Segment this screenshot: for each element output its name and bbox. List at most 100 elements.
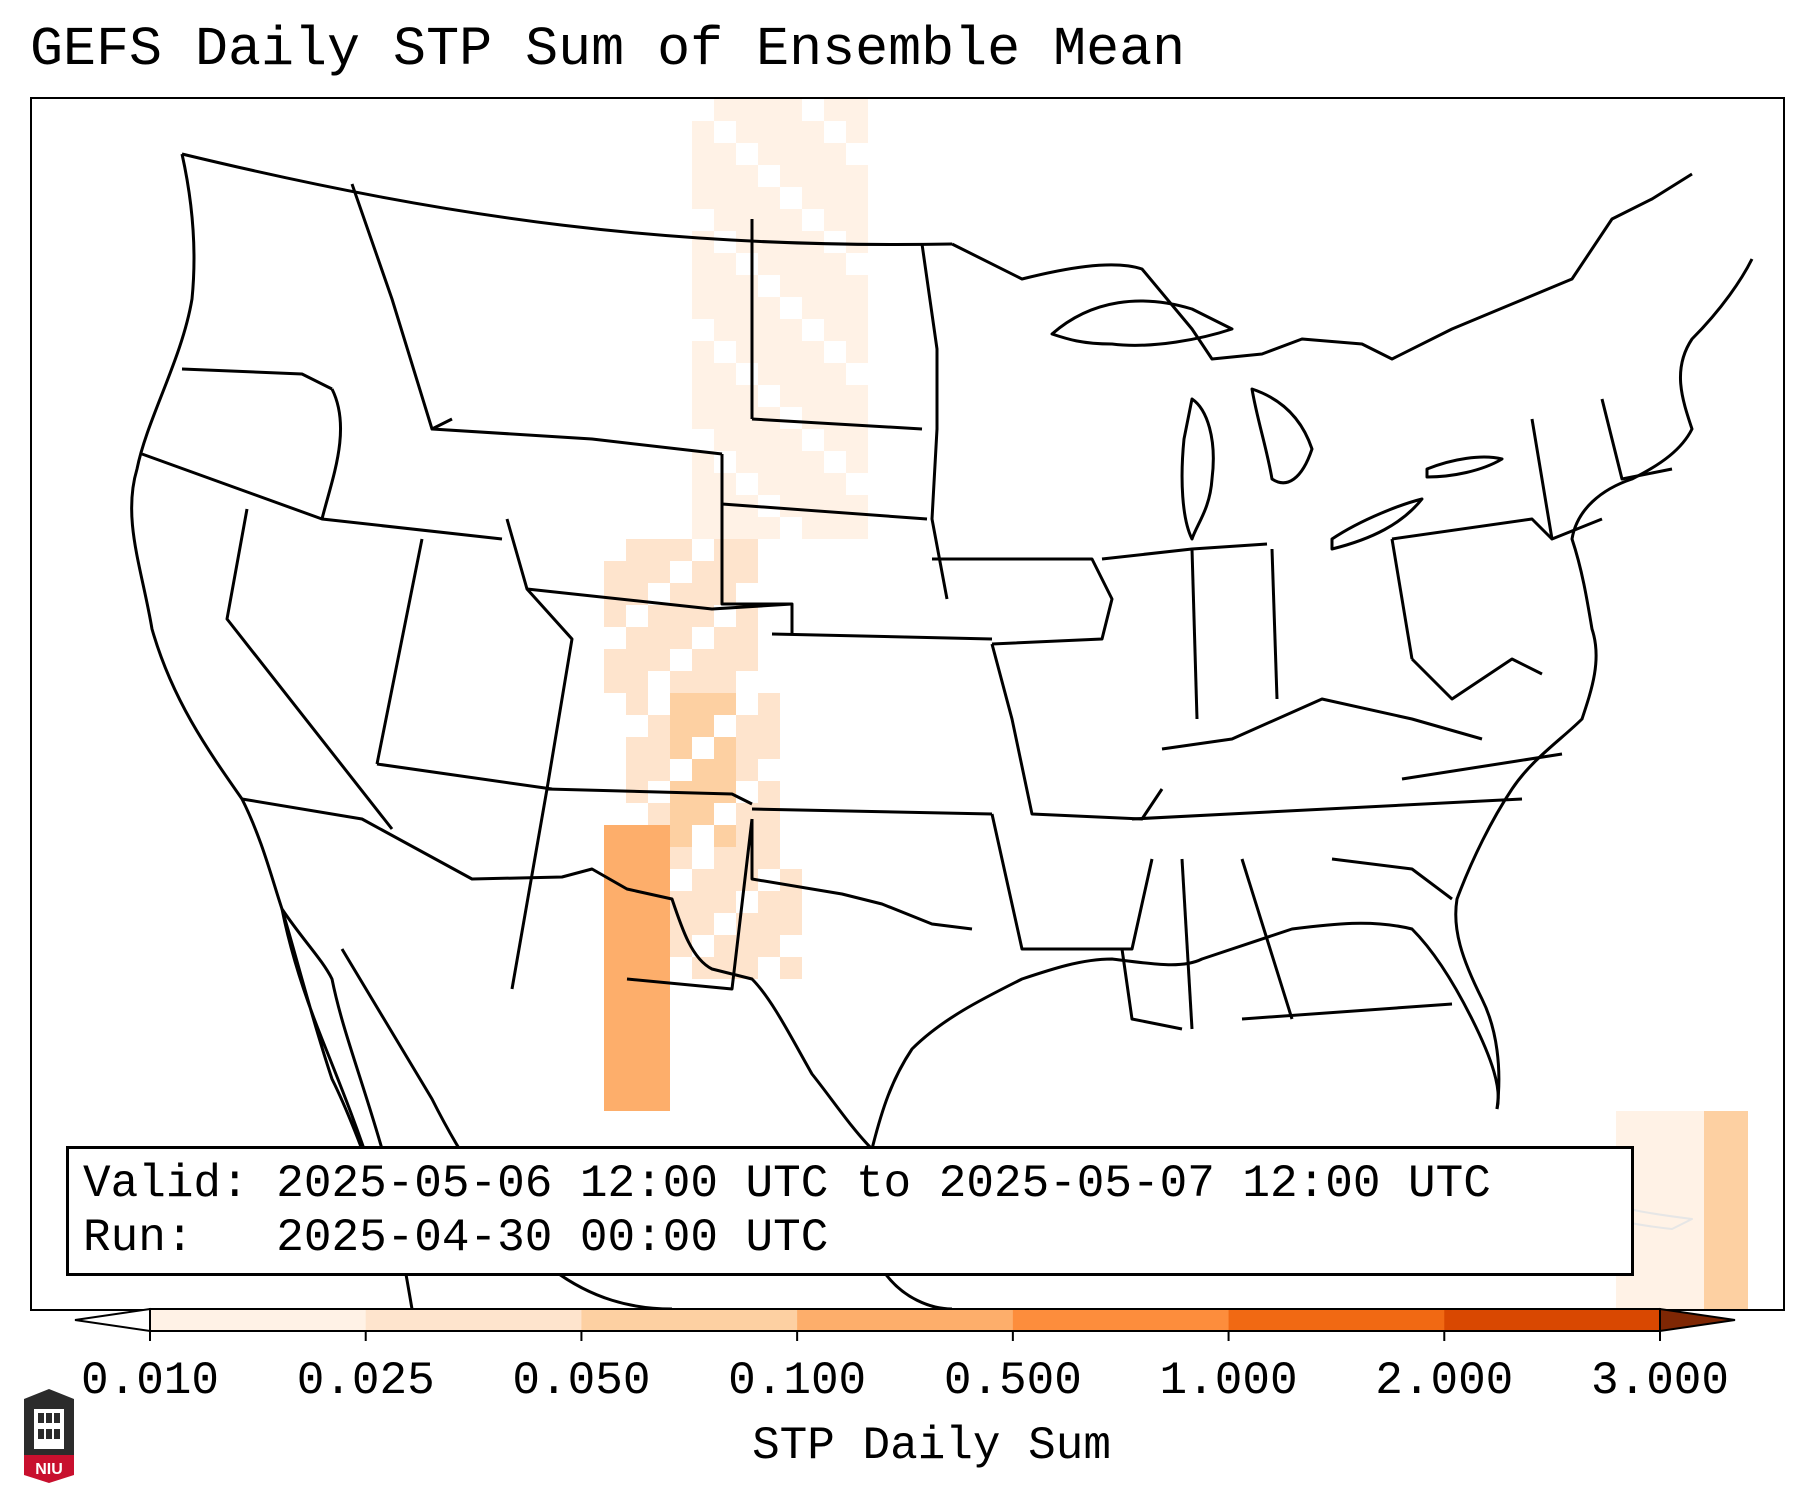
state-line-ar — [990, 813, 1154, 951]
stp-cell — [736, 759, 758, 781]
stp-cell — [736, 341, 758, 363]
stp-cell — [714, 693, 736, 715]
stp-cell — [714, 319, 736, 341]
stp-cell — [780, 275, 802, 297]
us-mexico-border — [241, 797, 874, 1151]
colorbar-segment — [1228, 1309, 1445, 1331]
stp-cell — [714, 869, 736, 891]
stp-cell — [648, 759, 670, 781]
stp-cell — [736, 935, 758, 957]
stp-cell — [648, 627, 670, 649]
stp-cell — [846, 495, 868, 517]
stp-cell — [604, 891, 626, 913]
stp-cell — [1660, 1111, 1682, 1133]
stp-cell — [736, 121, 758, 143]
stp-cell — [714, 891, 736, 913]
stp-cell — [802, 297, 824, 319]
stp-cell — [824, 363, 846, 385]
stp-cell — [1704, 1243, 1726, 1265]
colorbar-segment — [797, 1309, 1014, 1331]
stp-cell — [1704, 1177, 1726, 1199]
stp-cell — [758, 209, 780, 231]
state-line-id-mt — [350, 183, 453, 431]
stp-cell — [692, 407, 714, 429]
stp-cell — [670, 671, 692, 693]
stp-cell — [648, 715, 670, 737]
stp-cell — [692, 693, 714, 715]
stp-cell — [626, 759, 648, 781]
stp-cell — [780, 429, 802, 451]
state-line-ok-tx — [750, 819, 973, 931]
stp-cell — [758, 187, 780, 209]
stp-cell — [846, 297, 868, 319]
stp-cell — [1682, 1221, 1704, 1243]
stp-cell — [758, 407, 780, 429]
stp-cell — [714, 209, 736, 231]
stp-cell — [736, 319, 758, 341]
valid-run-info-box: Valid: 2025-05-06 12:00 UTC to 2025-05-0… — [66, 1146, 1634, 1276]
stp-cell — [846, 429, 868, 451]
lake-huron — [1250, 387, 1314, 485]
state-line-ne-ks — [771, 632, 993, 641]
stp-cell — [692, 495, 714, 517]
state-line-wv-va — [1410, 657, 1543, 701]
stp-cell — [758, 99, 780, 121]
stp-cell — [604, 1023, 626, 1045]
stp-cell — [1660, 1133, 1682, 1155]
stp-cell — [670, 583, 692, 605]
stp-field — [604, 99, 1748, 1309]
stp-cell — [648, 803, 670, 825]
stp-cell — [1660, 1177, 1682, 1199]
stp-cell — [824, 473, 846, 495]
stp-cell — [736, 825, 758, 847]
stp-cell — [802, 143, 824, 165]
stp-cell — [736, 385, 758, 407]
colorbar-segment — [581, 1309, 798, 1331]
stp-cell — [736, 451, 758, 473]
stp-cell — [846, 209, 868, 231]
stp-cell — [758, 363, 780, 385]
stp-cell — [802, 341, 824, 363]
stp-cell — [802, 517, 824, 539]
valid-label: Valid: — [83, 1158, 249, 1210]
stp-cell — [802, 165, 824, 187]
stp-cell — [670, 935, 692, 957]
stp-cell — [824, 385, 846, 407]
west-coast — [130, 153, 414, 1309]
stp-cell — [736, 803, 758, 825]
state-line-ks-ok — [751, 807, 993, 816]
stp-cell — [626, 671, 648, 693]
stp-cell — [1660, 1243, 1682, 1265]
stp-cell — [604, 1001, 626, 1023]
stp-cell — [1660, 1155, 1682, 1177]
colorbar-tick-label: 3.000 — [1590, 1355, 1730, 1407]
stp-cell — [758, 737, 780, 759]
colorbar-tick-label: 1.000 — [1159, 1355, 1298, 1407]
stp-cell — [758, 121, 780, 143]
stp-cell — [670, 847, 692, 869]
stp-cell — [648, 539, 670, 561]
stp-cell — [736, 561, 758, 583]
stp-cell — [626, 1067, 648, 1089]
stp-cell — [714, 99, 736, 121]
state-line-va-nc — [1401, 752, 1563, 781]
stp-cell — [780, 363, 802, 385]
stp-cell — [1726, 1155, 1748, 1177]
state-line-ia — [932, 557, 1114, 646]
stp-cell — [670, 737, 692, 759]
colorbar-segment — [1444, 1309, 1661, 1331]
stp-cell — [648, 1023, 670, 1045]
stp-cell — [802, 363, 824, 385]
colorbar — [74, 1307, 1736, 1341]
stp-cell — [1660, 1287, 1682, 1309]
state-line-wy-sd-ne — [720, 454, 794, 634]
stp-cell — [1638, 1265, 1660, 1287]
stp-cell — [824, 275, 846, 297]
stp-cell — [758, 891, 780, 913]
stp-cell — [626, 913, 648, 935]
stp-cell — [626, 825, 648, 847]
state-line-la-ms — [1120, 948, 1183, 1031]
page-title: GEFS Daily STP Sum of Ensemble Mean — [30, 18, 1186, 81]
stp-cell — [758, 297, 780, 319]
stp-cell — [802, 121, 824, 143]
